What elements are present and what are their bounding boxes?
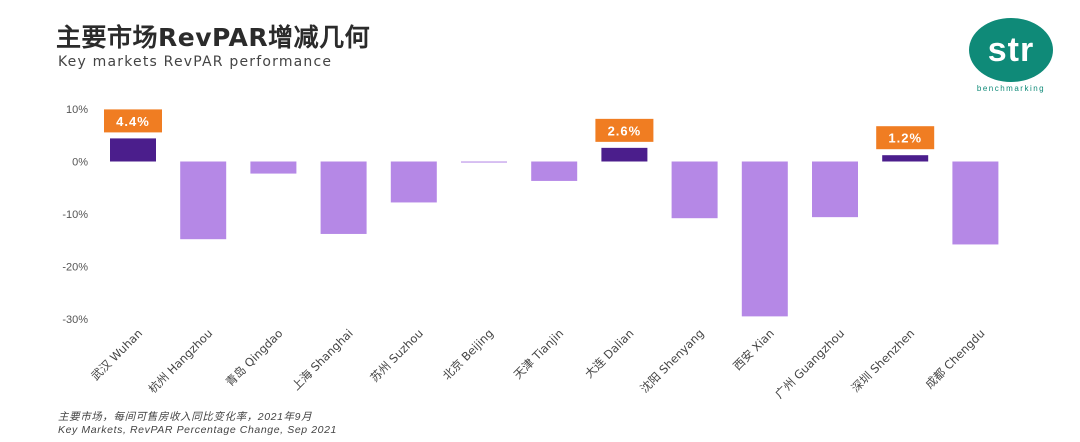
x-tick-label: 上海 Shanghai — [289, 326, 356, 393]
bar — [952, 161, 999, 245]
x-tick-label: 天津 Tianjin — [511, 326, 567, 382]
x-tick-label: 青岛 Qingdao — [223, 326, 286, 389]
str-logo: str benchmarking — [968, 18, 1054, 93]
x-tick-label: 西安 Xian — [730, 326, 777, 373]
bar — [531, 161, 578, 181]
bar — [320, 161, 367, 234]
bar — [461, 161, 507, 163]
y-tick-label: -30% — [62, 314, 88, 326]
bar — [390, 161, 437, 203]
chart-subtitle: Key markets RevPAR performance — [58, 54, 333, 70]
x-tick-label: 大连 Dalian — [582, 326, 637, 381]
data-label: 1.2% — [888, 131, 922, 146]
x-tick-label: 成都 Chengdu — [922, 326, 987, 391]
x-tick-label: 杭州 Hangzhou — [146, 326, 216, 396]
logo-tagline: benchmarking — [976, 84, 1046, 93]
bar — [601, 147, 648, 162]
bar — [741, 161, 788, 317]
x-tick-label: 沈阳 Shenyang — [637, 326, 706, 395]
bar — [250, 161, 297, 174]
x-tick-label: 北京 Beijing — [440, 326, 496, 382]
y-tick-label: -20% — [62, 262, 88, 274]
data-label-box — [876, 126, 935, 150]
bar — [882, 155, 929, 162]
logo-mark: str — [969, 18, 1053, 82]
data-label-box — [595, 118, 654, 142]
x-tick-label: 广州 Guangzhou — [772, 326, 847, 401]
x-tick-label: 苏州 Suzhou — [367, 326, 426, 385]
chart-title: 主要市场RevPAR增减几何 — [56, 23, 371, 52]
data-label-box — [104, 109, 162, 133]
bar — [110, 138, 156, 162]
footnote-chinese: 主要市场，每间可售房收入同比变化率，2021年9月 — [58, 411, 313, 423]
bar — [812, 161, 858, 218]
footnote-english: Key Markets, RevPAR Percentage Change, S… — [58, 424, 337, 436]
bar — [180, 161, 227, 240]
data-label: 4.4% — [116, 114, 150, 129]
y-tick-label: -10% — [62, 209, 88, 221]
y-tick-label: 10% — [66, 104, 88, 116]
x-tick-label: 深圳 Shenzhen — [849, 326, 918, 395]
bar — [671, 161, 718, 219]
data-label: 2.6% — [608, 123, 642, 138]
x-tick-label: 武汉 Wuhan — [88, 326, 145, 383]
y-tick-label: 0% — [72, 157, 88, 169]
